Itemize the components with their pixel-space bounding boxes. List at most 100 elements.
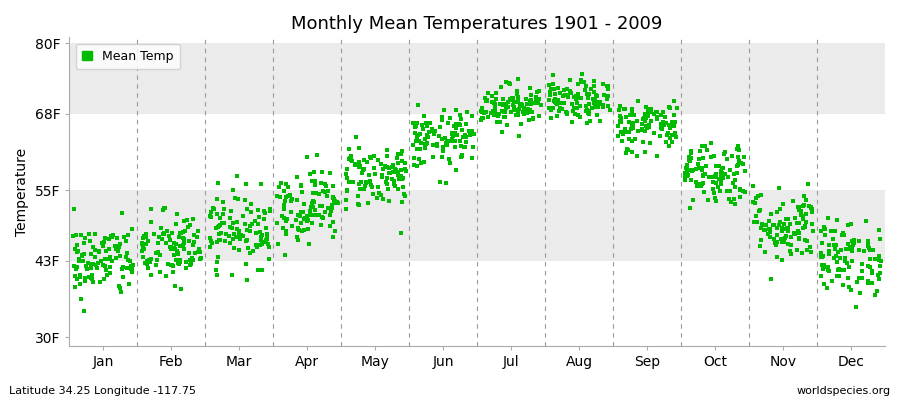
Point	[270, 220, 284, 226]
Point	[500, 101, 514, 108]
Point	[480, 98, 494, 104]
Point	[706, 179, 721, 185]
Point	[669, 134, 683, 140]
Point	[792, 230, 806, 236]
Point	[239, 277, 254, 283]
Point	[408, 155, 422, 162]
Point	[637, 111, 652, 118]
Point	[715, 175, 729, 181]
Point	[512, 106, 526, 112]
Point	[136, 253, 150, 260]
Point	[295, 228, 310, 234]
Point	[484, 99, 499, 106]
Point	[792, 204, 806, 211]
Point	[861, 262, 876, 269]
Point	[851, 238, 866, 244]
Point	[380, 163, 394, 170]
Point	[257, 239, 272, 246]
Point	[842, 244, 857, 250]
Point	[292, 227, 306, 234]
Point	[845, 248, 859, 254]
Point	[346, 178, 360, 185]
Point	[341, 178, 356, 185]
Point	[328, 198, 343, 205]
Point	[476, 114, 491, 121]
Point	[151, 240, 166, 246]
Point	[94, 258, 108, 264]
Point	[777, 221, 791, 227]
Point	[542, 104, 556, 111]
Point	[110, 235, 124, 241]
Point	[284, 192, 298, 198]
Point	[783, 221, 797, 227]
Point	[510, 112, 525, 118]
Point	[835, 282, 850, 288]
Point	[77, 275, 92, 281]
Point	[436, 148, 450, 154]
Point	[657, 114, 671, 120]
Point	[395, 176, 410, 182]
Point	[391, 168, 405, 175]
Point	[408, 122, 422, 128]
Point	[873, 270, 887, 277]
Point	[865, 268, 879, 274]
Point	[681, 172, 696, 178]
Point	[639, 104, 653, 110]
Point	[783, 251, 797, 258]
Point	[509, 98, 524, 105]
Point	[274, 212, 289, 219]
Point	[192, 246, 206, 252]
Point	[775, 225, 789, 232]
Point	[728, 177, 742, 184]
Point	[733, 186, 747, 193]
Point	[702, 174, 716, 181]
Point	[784, 234, 798, 240]
Point	[861, 280, 876, 286]
Point	[343, 156, 357, 162]
Point	[215, 199, 230, 205]
Point	[103, 263, 117, 270]
Point	[447, 123, 462, 129]
Point	[589, 92, 603, 99]
Point	[393, 167, 408, 173]
Point	[617, 126, 632, 132]
Point	[485, 107, 500, 114]
Point	[834, 267, 849, 273]
Point	[230, 196, 245, 202]
Point	[139, 234, 153, 240]
Point	[113, 241, 128, 248]
Point	[385, 162, 400, 168]
Point	[683, 205, 698, 211]
Point	[792, 220, 806, 227]
Point	[240, 236, 255, 243]
Point	[868, 256, 882, 262]
Point	[770, 232, 785, 238]
Point	[167, 246, 182, 252]
Point	[460, 109, 474, 115]
Point	[861, 277, 876, 284]
Point	[300, 213, 314, 220]
Point	[104, 234, 119, 240]
Point	[426, 142, 440, 148]
Point	[822, 248, 836, 254]
Point	[489, 101, 503, 107]
Point	[826, 236, 841, 242]
Point	[157, 204, 171, 211]
Point	[568, 105, 582, 112]
Point	[831, 248, 845, 255]
Point	[210, 239, 224, 245]
Point	[842, 264, 857, 270]
Point	[395, 158, 410, 164]
Point	[172, 261, 186, 267]
Point	[629, 153, 643, 160]
Point	[409, 122, 423, 129]
Point	[398, 193, 412, 199]
Point	[769, 242, 783, 248]
Point	[753, 206, 768, 213]
Point	[236, 213, 250, 219]
Point	[148, 250, 163, 256]
Point	[272, 184, 286, 190]
Point	[483, 110, 498, 116]
Point	[375, 174, 390, 180]
Point	[233, 236, 248, 242]
